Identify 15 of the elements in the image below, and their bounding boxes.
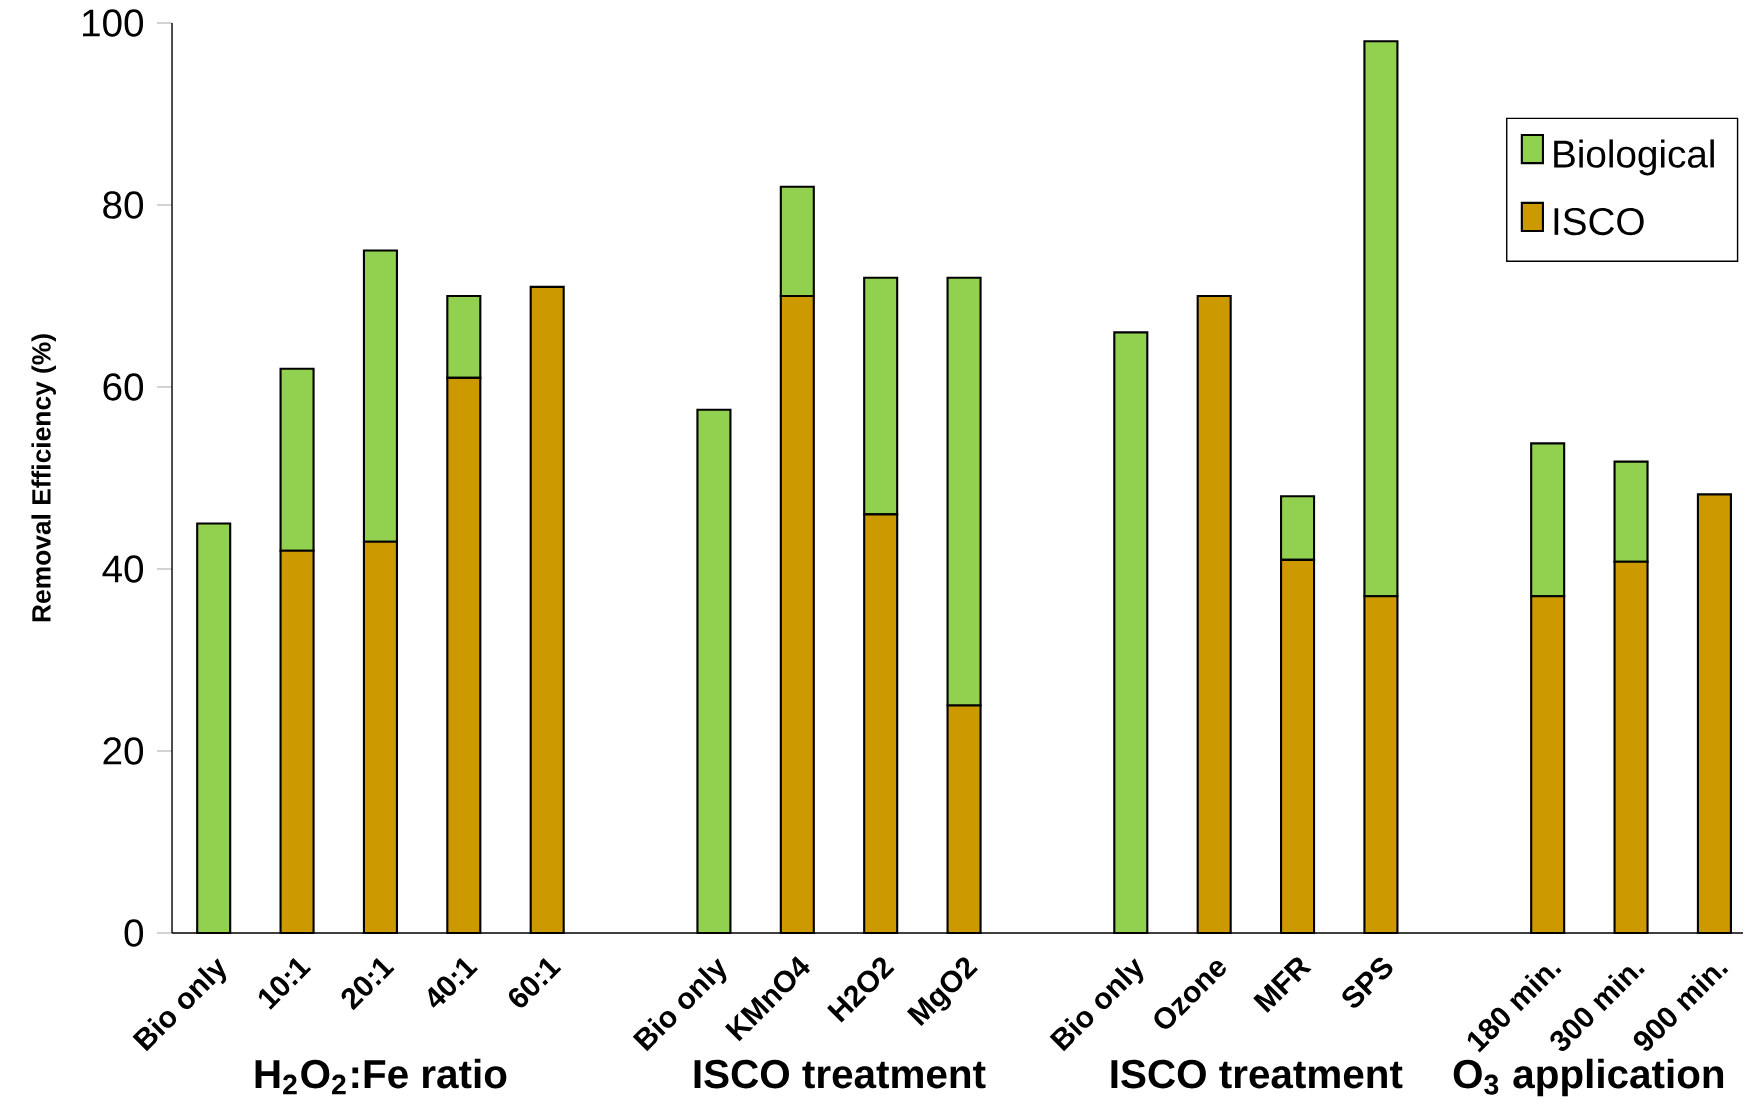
x-tick-label: 40:1 [428,958,478,1008]
y-tick-label: 80 [103,191,144,219]
y-tick-label: 20 [103,737,144,765]
text: ISCO treatment [1111,1059,1403,1089]
y-tick-label: 60 [103,373,144,401]
y-tick-label: 0 [124,919,144,947]
legend-label: ISCO [1554,207,1644,236]
y-axis-title: Removal Efficiency (%) [31,334,56,622]
y-tick-label: 40 [102,555,144,583]
legend-label: Biological [1554,139,1714,176]
text: ISCO treatment [694,1059,986,1089]
x-tick-label: 60:1 [508,958,562,1008]
y-tick-label: 100 [83,9,144,37]
text: H$_{2}$O$_{2}$:Fe ratio [255,1058,507,1095]
text: O$_{3}$ application [1453,1058,1724,1097]
